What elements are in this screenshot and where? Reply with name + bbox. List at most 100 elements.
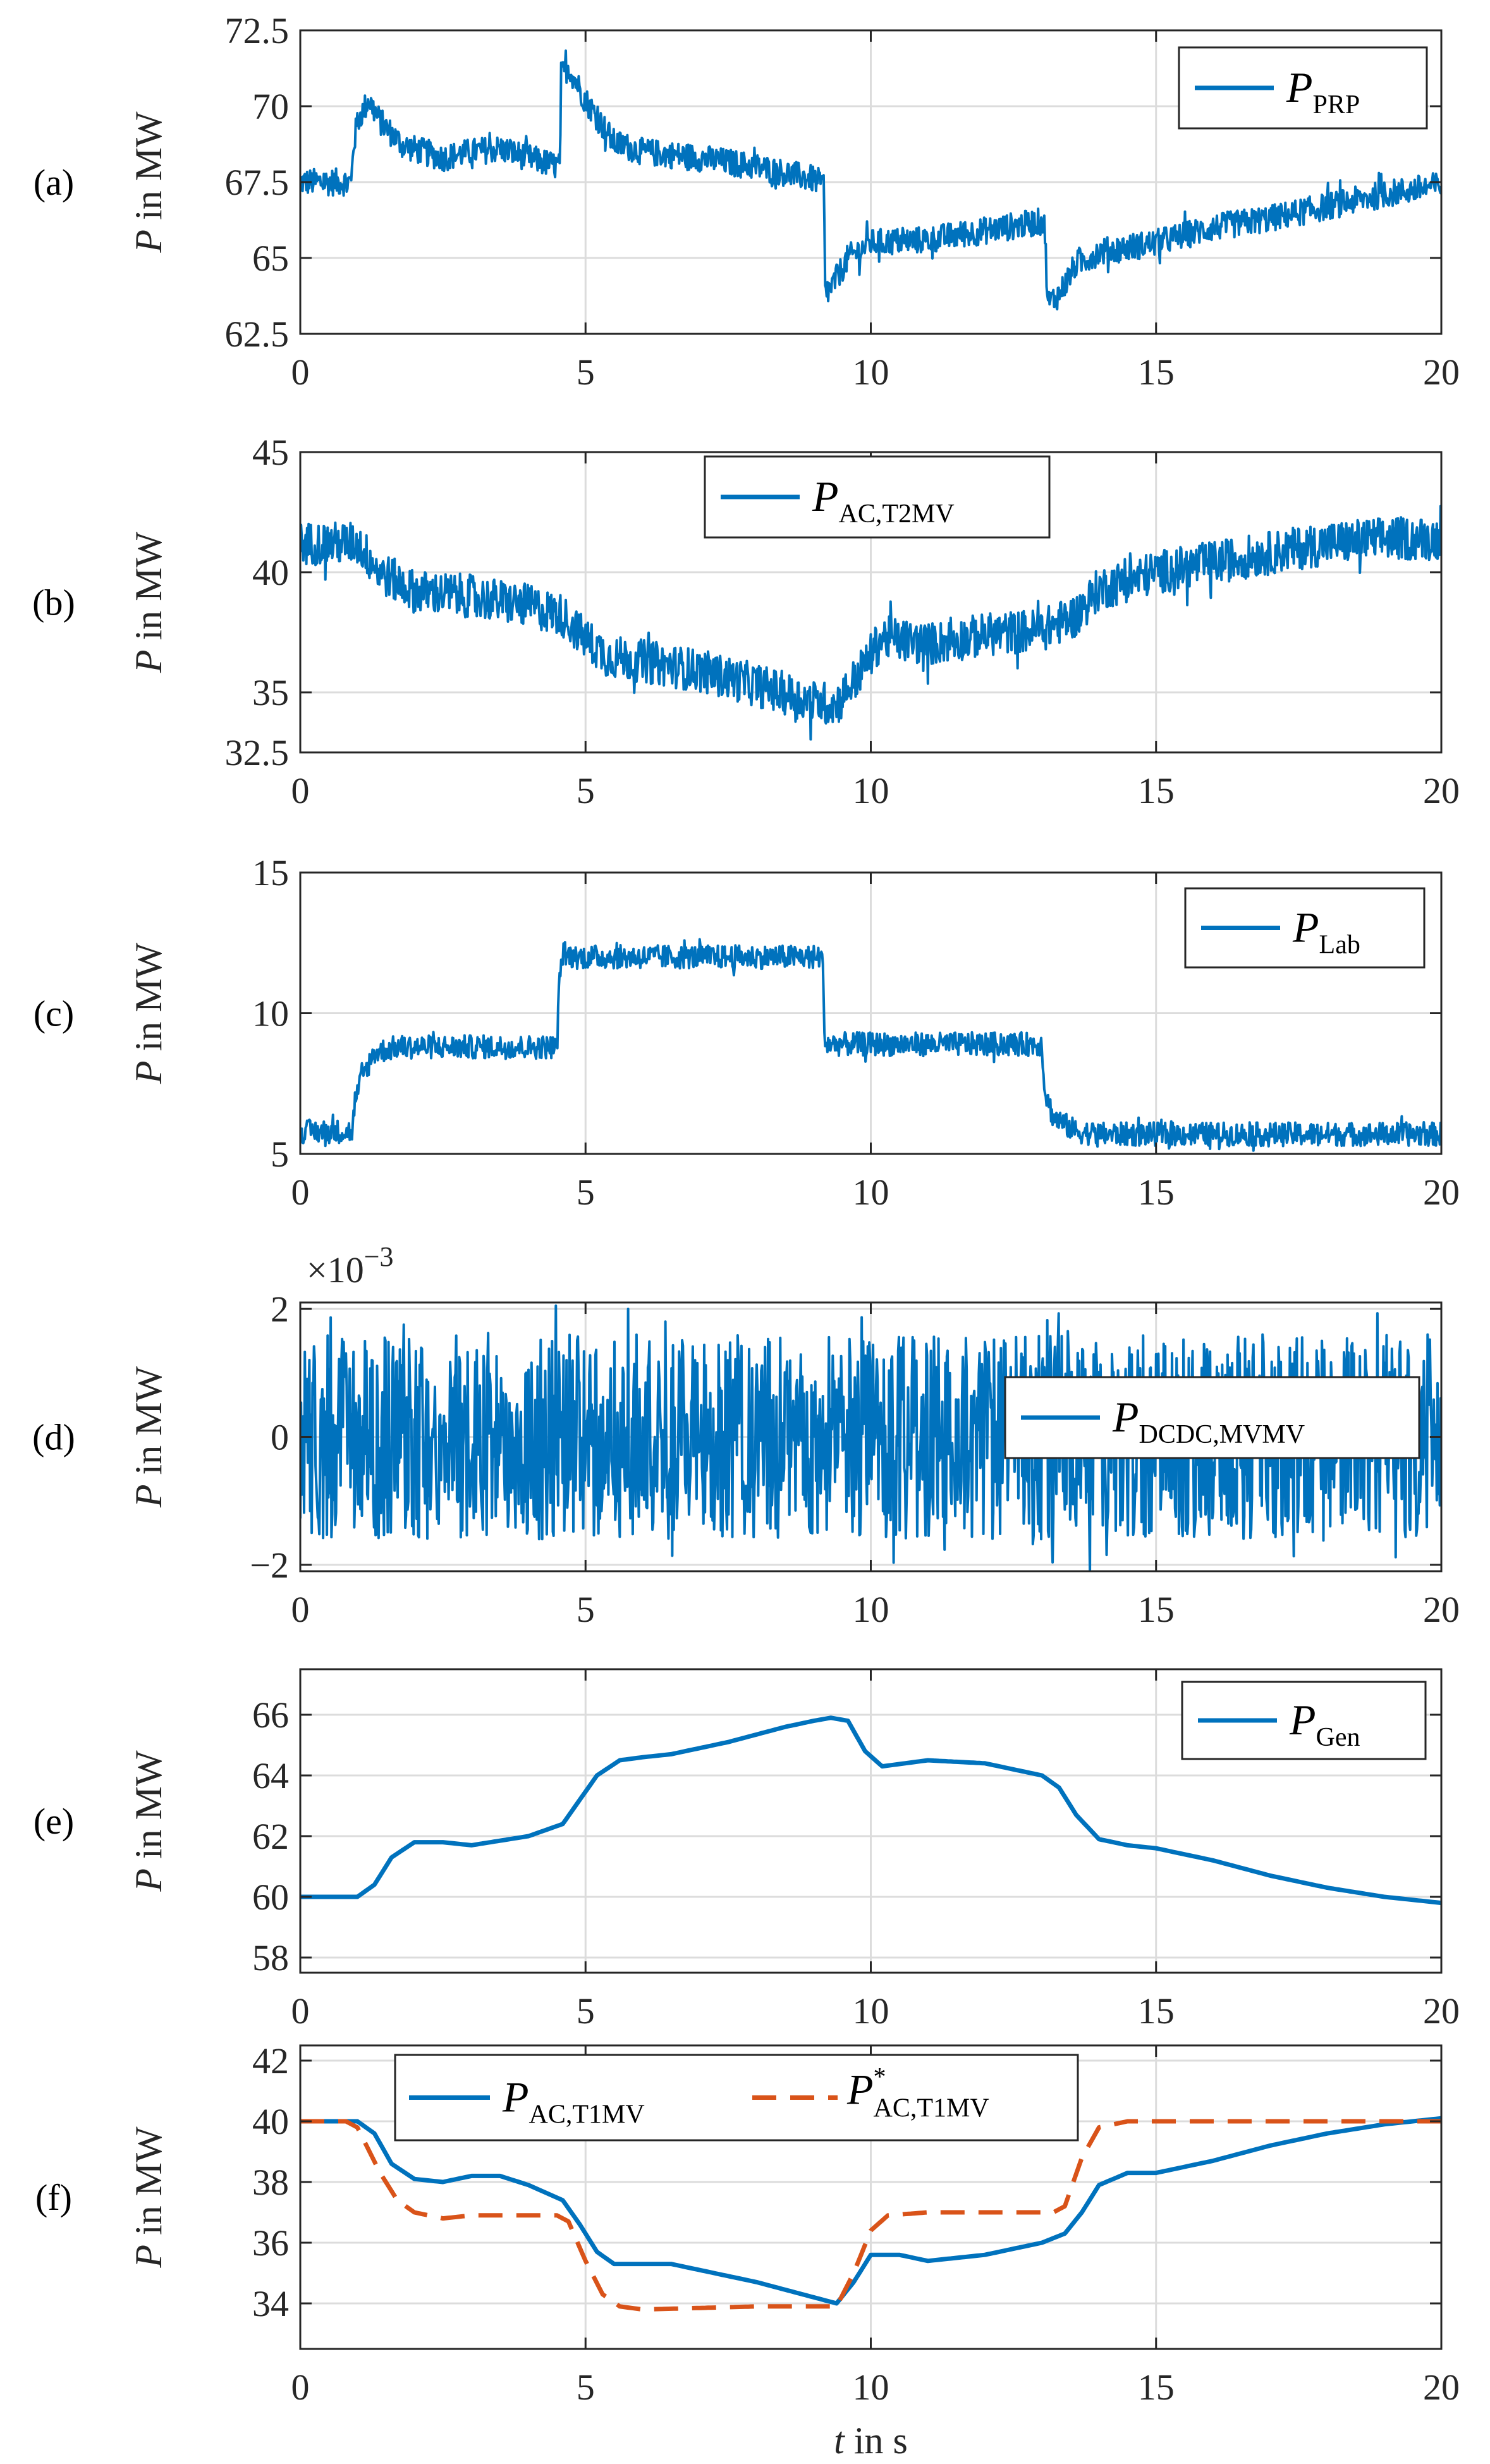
- x-tick-label: 5: [577, 1589, 595, 1630]
- legend-subscript: AC,T1MV: [874, 2094, 989, 2123]
- legend-subscript: Lab: [1319, 931, 1360, 960]
- legend-symbol: P: [1112, 1393, 1139, 1441]
- y-tick-label: 36: [252, 2222, 289, 2264]
- x-tick-label: 15: [1138, 1172, 1175, 1213]
- x-tick-label: 5: [577, 2367, 595, 2408]
- legend-subscript: AC,T1MV: [529, 2100, 645, 2130]
- x-tick-label: 0: [291, 352, 310, 393]
- x-axis-label: t in s: [834, 2420, 908, 2461]
- x-tick-label: 10: [853, 1990, 889, 2032]
- x-tick-label: 0: [291, 2367, 310, 2408]
- y-tick-label: 40: [252, 2101, 289, 2142]
- panel-label: (d): [32, 1417, 75, 1458]
- x-tick-label: 20: [1423, 770, 1460, 811]
- x-tick-label: 20: [1423, 1172, 1460, 1213]
- legend-entry-label: PAC,T1MV: [502, 2073, 645, 2130]
- legend: PLab: [1184, 887, 1426, 969]
- y-axis-label-unit: in MW: [128, 942, 169, 1060]
- x-tick-label: 10: [853, 1172, 889, 1213]
- x-tick-label: 10: [853, 770, 889, 811]
- x-axis-label-unit: in s: [845, 2420, 908, 2461]
- legend: PAC,T2MV: [704, 455, 1051, 539]
- y-tick-label: 62: [252, 1816, 289, 1857]
- y-axis-label-symbol: P: [128, 1868, 169, 1892]
- y-axis-label-symbol: P: [128, 2245, 169, 2269]
- legend-subscript: Gen: [1316, 1723, 1360, 1752]
- y-axis-label-symbol: P: [128, 1485, 169, 1509]
- y-tick-label: 40: [252, 552, 289, 593]
- y-tick-label: 72.5: [225, 10, 290, 51]
- y-axis-label-unit: in MW: [128, 531, 169, 649]
- y-axis-label: P in MW: [128, 531, 169, 673]
- y-axis-label: P in MW: [128, 111, 169, 254]
- panel-d: 0 5 10 15 20−202×10−3P in MW(d) PDCDC,MVMV: [32, 1241, 1460, 1630]
- panel-label: (c): [34, 993, 74, 1034]
- y-axis-label-unit: in MW: [128, 111, 169, 230]
- y-tick-label: 67.5: [225, 162, 290, 203]
- series-line-pdcdcmvmv: [300, 1304, 1441, 1571]
- x-tick-label: 5: [577, 1172, 595, 1213]
- y-axis-label-symbol: P: [128, 1061, 169, 1085]
- axis-multiplier-base: ×10: [307, 1249, 364, 1290]
- x-tick-label: 5: [577, 352, 595, 393]
- x-tick-label: 5: [577, 1990, 595, 2032]
- legend-entry-label: PDCDC,MVMV: [1112, 1393, 1305, 1449]
- x-tick-label: 0: [291, 1589, 310, 1630]
- y-tick-label: 2: [271, 1289, 289, 1330]
- series-line-pact2mv: [300, 505, 1441, 741]
- y-tick-label: 70: [252, 86, 289, 127]
- y-tick-label: 62.5: [225, 314, 290, 355]
- y-tick-label: 38: [252, 2162, 289, 2203]
- series-line-pprp: [300, 49, 1441, 310]
- y-tick-label: 58: [252, 1937, 289, 1978]
- y-axis-label: P in MW: [128, 2126, 169, 2269]
- legend-symbol: P: [1289, 1696, 1316, 1744]
- y-axis-label: P in MW: [128, 1366, 169, 1508]
- legend-entry-label: PGen: [1289, 1696, 1360, 1752]
- y-tick-label: 32.5: [225, 732, 290, 773]
- y-tick-label: 45: [252, 432, 289, 473]
- x-tick-label: 20: [1423, 1990, 1460, 2032]
- x-tick-label: 10: [853, 352, 889, 393]
- legend-subscript: DCDC,MVMV: [1139, 1420, 1305, 1449]
- y-axis-label-unit: in MW: [128, 1750, 169, 1868]
- y-tick-label: 0: [271, 1417, 289, 1458]
- y-axis-label-unit: in MW: [128, 1366, 169, 1484]
- y-axis-label-symbol: P: [128, 650, 169, 674]
- legend-symbol: P: [846, 2066, 874, 2114]
- y-tick-label: 42: [252, 2040, 289, 2081]
- y-tick-label: 60: [252, 1877, 289, 1918]
- legend-symbol: P: [502, 2073, 529, 2121]
- legend-symbol: P: [1292, 904, 1319, 952]
- x-tick-label: 15: [1138, 2367, 1175, 2408]
- legend-entry-label: PLab: [1292, 904, 1360, 960]
- x-tick-label: 20: [1423, 2367, 1460, 2408]
- legend: PDCDC,MVMV: [1004, 1376, 1420, 1459]
- legend-subscript: AC,T2MV: [839, 500, 955, 529]
- y-tick-label: 15: [252, 852, 289, 893]
- y-axis-label-symbol: P: [128, 230, 169, 254]
- legend: PPRP: [1178, 46, 1428, 130]
- x-tick-label: 5: [577, 770, 595, 811]
- y-axis-label-unit: in MW: [128, 2126, 169, 2245]
- panel-label: (f): [35, 2177, 72, 2218]
- series-line-pgen: [300, 1715, 1441, 1906]
- x-tick-label: 20: [1423, 1589, 1460, 1630]
- x-tick-label: 15: [1138, 1589, 1175, 1630]
- x-tick-label: 15: [1138, 770, 1175, 811]
- y-tick-label: 65: [252, 238, 289, 279]
- x-tick-label: 0: [291, 1172, 310, 1213]
- legend-box: [394, 2054, 1079, 2142]
- y-axis-label: P in MW: [128, 942, 169, 1084]
- x-tick-label: 0: [291, 1990, 310, 2032]
- y-tick-label: 66: [252, 1695, 289, 1736]
- x-tick-label: 15: [1138, 1990, 1175, 2032]
- panel-label: (a): [34, 162, 74, 203]
- series-line-pact1mv: [300, 2116, 1441, 2306]
- y-tick-label: 35: [252, 672, 289, 713]
- legend-subscript: PRP: [1313, 90, 1360, 120]
- legend-symbol: P: [1286, 63, 1313, 111]
- y-tick-label: 64: [252, 1755, 289, 1796]
- x-axis-label-symbol: t: [834, 2420, 845, 2461]
